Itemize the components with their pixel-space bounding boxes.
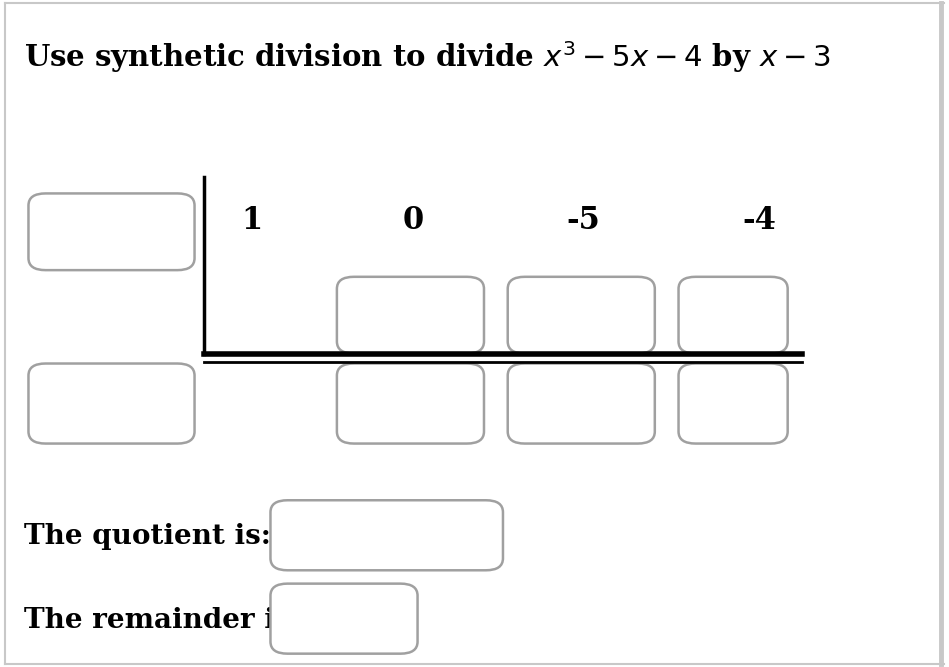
FancyBboxPatch shape: [28, 364, 195, 444]
FancyBboxPatch shape: [337, 364, 484, 444]
FancyBboxPatch shape: [270, 584, 418, 654]
Text: The remainder is:: The remainder is:: [24, 607, 300, 634]
FancyBboxPatch shape: [337, 277, 484, 354]
Text: 0: 0: [402, 205, 423, 235]
FancyBboxPatch shape: [508, 364, 655, 444]
Text: Use synthetic division to divide $x^3 - 5x - 4$ by $x - 3$: Use synthetic division to divide $x^3 - …: [24, 39, 830, 75]
FancyBboxPatch shape: [28, 193, 195, 270]
FancyBboxPatch shape: [270, 500, 503, 570]
Text: The quotient is:: The quotient is:: [24, 524, 270, 550]
Text: -4: -4: [742, 205, 776, 235]
FancyBboxPatch shape: [508, 277, 655, 354]
Text: 1: 1: [241, 205, 262, 235]
Text: -5: -5: [567, 205, 601, 235]
FancyBboxPatch shape: [679, 364, 788, 444]
FancyBboxPatch shape: [679, 277, 788, 354]
